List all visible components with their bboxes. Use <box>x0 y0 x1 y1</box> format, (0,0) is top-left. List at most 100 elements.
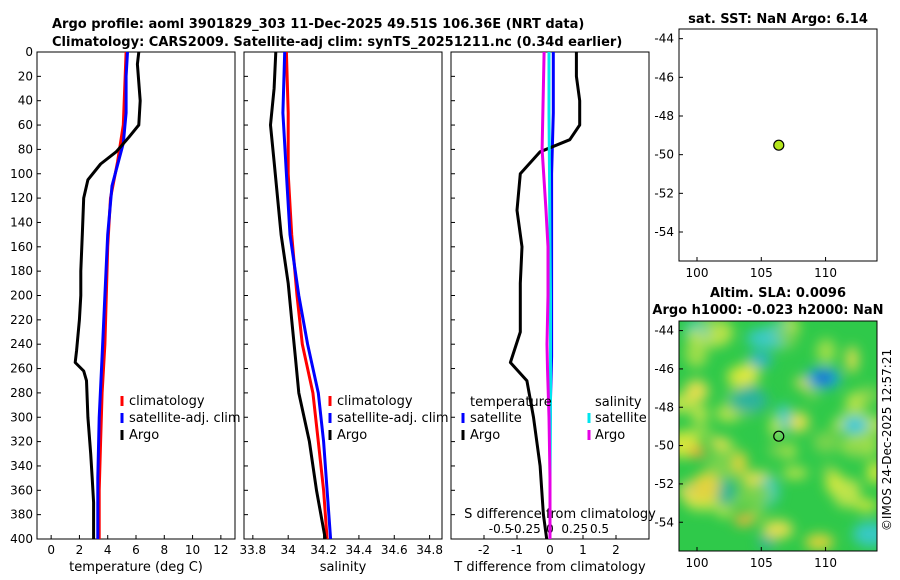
legend-title-temperature: temperature <box>470 395 552 410</box>
y-tick-label: -50 <box>654 148 674 162</box>
x-axis-label: salinity <box>320 560 367 575</box>
y-tick-label: 80 <box>18 142 33 156</box>
legend-label: Argo <box>470 428 500 443</box>
x-tick-label: 105 <box>750 556 773 570</box>
axes-box <box>243 51 443 540</box>
x-tick-label: 10 <box>185 543 200 557</box>
heatmap-blob <box>734 514 754 526</box>
heatmap-blob <box>866 460 877 485</box>
x-tick-label: 4 <box>104 543 112 557</box>
heatmap-blob <box>748 503 766 521</box>
heatmap-blob <box>782 467 808 479</box>
heatmap-blob <box>739 483 774 504</box>
panel-difference: -2 -1 0 1 2 T difference from climatology S di… <box>450 51 656 575</box>
heatmap-blob <box>832 479 861 508</box>
s-axis-label: S difference from climatology <box>464 507 656 522</box>
x-tick-label: 33.8 <box>239 543 266 557</box>
y-tick-label: -50 <box>654 439 674 453</box>
map-title-line1: Altim. SLA: 0.0096 <box>710 286 846 301</box>
legend-label: climatology <box>337 394 413 409</box>
y-tick-label: -54 <box>654 515 674 529</box>
y-tick-label: -52 <box>654 186 674 200</box>
heatmap-blob <box>714 477 736 506</box>
x-tick-label: 110 <box>814 266 837 280</box>
argo-position-marker <box>773 139 785 151</box>
x-tick-label: 0 <box>546 543 554 557</box>
heatmap-blob <box>854 499 877 512</box>
heatmap-blob <box>848 445 864 459</box>
y-tick-label: 300 <box>10 410 33 424</box>
s-tick-label: -0.5 <box>489 522 512 536</box>
y-tick-label: -48 <box>654 400 674 414</box>
y-tick-label: 380 <box>10 508 33 522</box>
x-tick-label: -2 <box>478 543 490 557</box>
figure-title-line2: Climatology: CARS2009. Satellite-adj cli… <box>52 35 622 50</box>
y-tick-label: 400 <box>10 532 33 546</box>
series-satellite-adj--clim <box>96 51 129 539</box>
x-axis-label: T difference from climatology <box>453 560 646 575</box>
heatmap-blob <box>726 366 754 388</box>
y-tick-label: 140 <box>10 215 33 229</box>
legend-label: satellite <box>470 411 522 426</box>
legend-label: satellite-adj. clim <box>337 411 449 426</box>
x-tick-label: 6 <box>132 543 140 557</box>
x-tick-label: 34 <box>281 543 296 557</box>
heatmap-blob <box>696 321 727 328</box>
y-tick-label: 160 <box>10 240 33 254</box>
y-tick-label: 240 <box>10 337 33 351</box>
heatmap-blob <box>762 519 794 540</box>
y-tick-label: -54 <box>654 225 674 239</box>
legend-label: satellite-adj. clim <box>129 411 241 426</box>
x-tick-label: 2 <box>612 543 620 557</box>
series-argo <box>73 51 142 539</box>
y-tick-label: 40 <box>18 94 33 108</box>
heatmap-blob <box>781 442 797 461</box>
s-tick-label: -0.25 <box>510 522 541 536</box>
y-tick-label: -44 <box>654 32 674 46</box>
x-tick-label: -1 <box>511 543 523 557</box>
x-tick-label: 100 <box>686 556 709 570</box>
figure-title-line1: Argo profile: aoml 3901829_303 11-Dec-20… <box>52 17 584 32</box>
heatmap-blob <box>816 338 836 364</box>
argo-position-marker <box>773 430 785 442</box>
heatmap-blob <box>688 425 713 437</box>
axes-box <box>36 51 236 540</box>
heatmap-blob <box>768 442 784 458</box>
y-tick-label: 100 <box>10 167 33 181</box>
heatmap-blob <box>786 411 810 433</box>
y-tick-label: -52 <box>654 477 674 491</box>
heatmap-blobs <box>679 321 877 551</box>
legend-label: satellite <box>595 411 647 426</box>
heatmap-blob <box>845 392 865 408</box>
x-tick-label: 1 <box>579 543 587 557</box>
y-tick-label: 320 <box>10 435 33 449</box>
x-tick-label: 105 <box>750 266 773 280</box>
y-tick-label: 0 <box>25 45 33 59</box>
y-tick-label: -46 <box>654 70 674 84</box>
panel-sst_map: sat. SST: NaN Argo: 6.14 100 105 110 -54 -52 -… <box>654 12 878 280</box>
legend-label: Argo <box>129 428 159 443</box>
map-axes-box <box>678 320 878 552</box>
x-tick-label: 34.8 <box>416 543 443 557</box>
series-t-argo <box>508 52 582 540</box>
heatmap-blob <box>841 416 869 434</box>
x-tick-label: 34.2 <box>310 543 337 557</box>
heatmap-blob <box>690 405 709 424</box>
y-tick-label: 340 <box>10 459 33 473</box>
heatmap-blob <box>684 339 708 368</box>
x-tick-label: 2 <box>76 543 84 557</box>
heatmap-blob <box>708 437 730 448</box>
x-tick-label: 0 <box>47 543 55 557</box>
heatmap-field <box>679 321 877 551</box>
x-tick-label: 12 <box>213 543 228 557</box>
legend-title-salinity: salinity <box>595 395 642 410</box>
legend-label: Argo <box>595 428 625 443</box>
y-tick-label: 360 <box>10 483 33 497</box>
x-tick-label: 8 <box>160 543 168 557</box>
heatmap-blob <box>691 472 720 503</box>
heatmap-blob <box>773 326 799 340</box>
x-tick-label: 34.4 <box>346 543 373 557</box>
heatmap-blob <box>716 506 733 518</box>
